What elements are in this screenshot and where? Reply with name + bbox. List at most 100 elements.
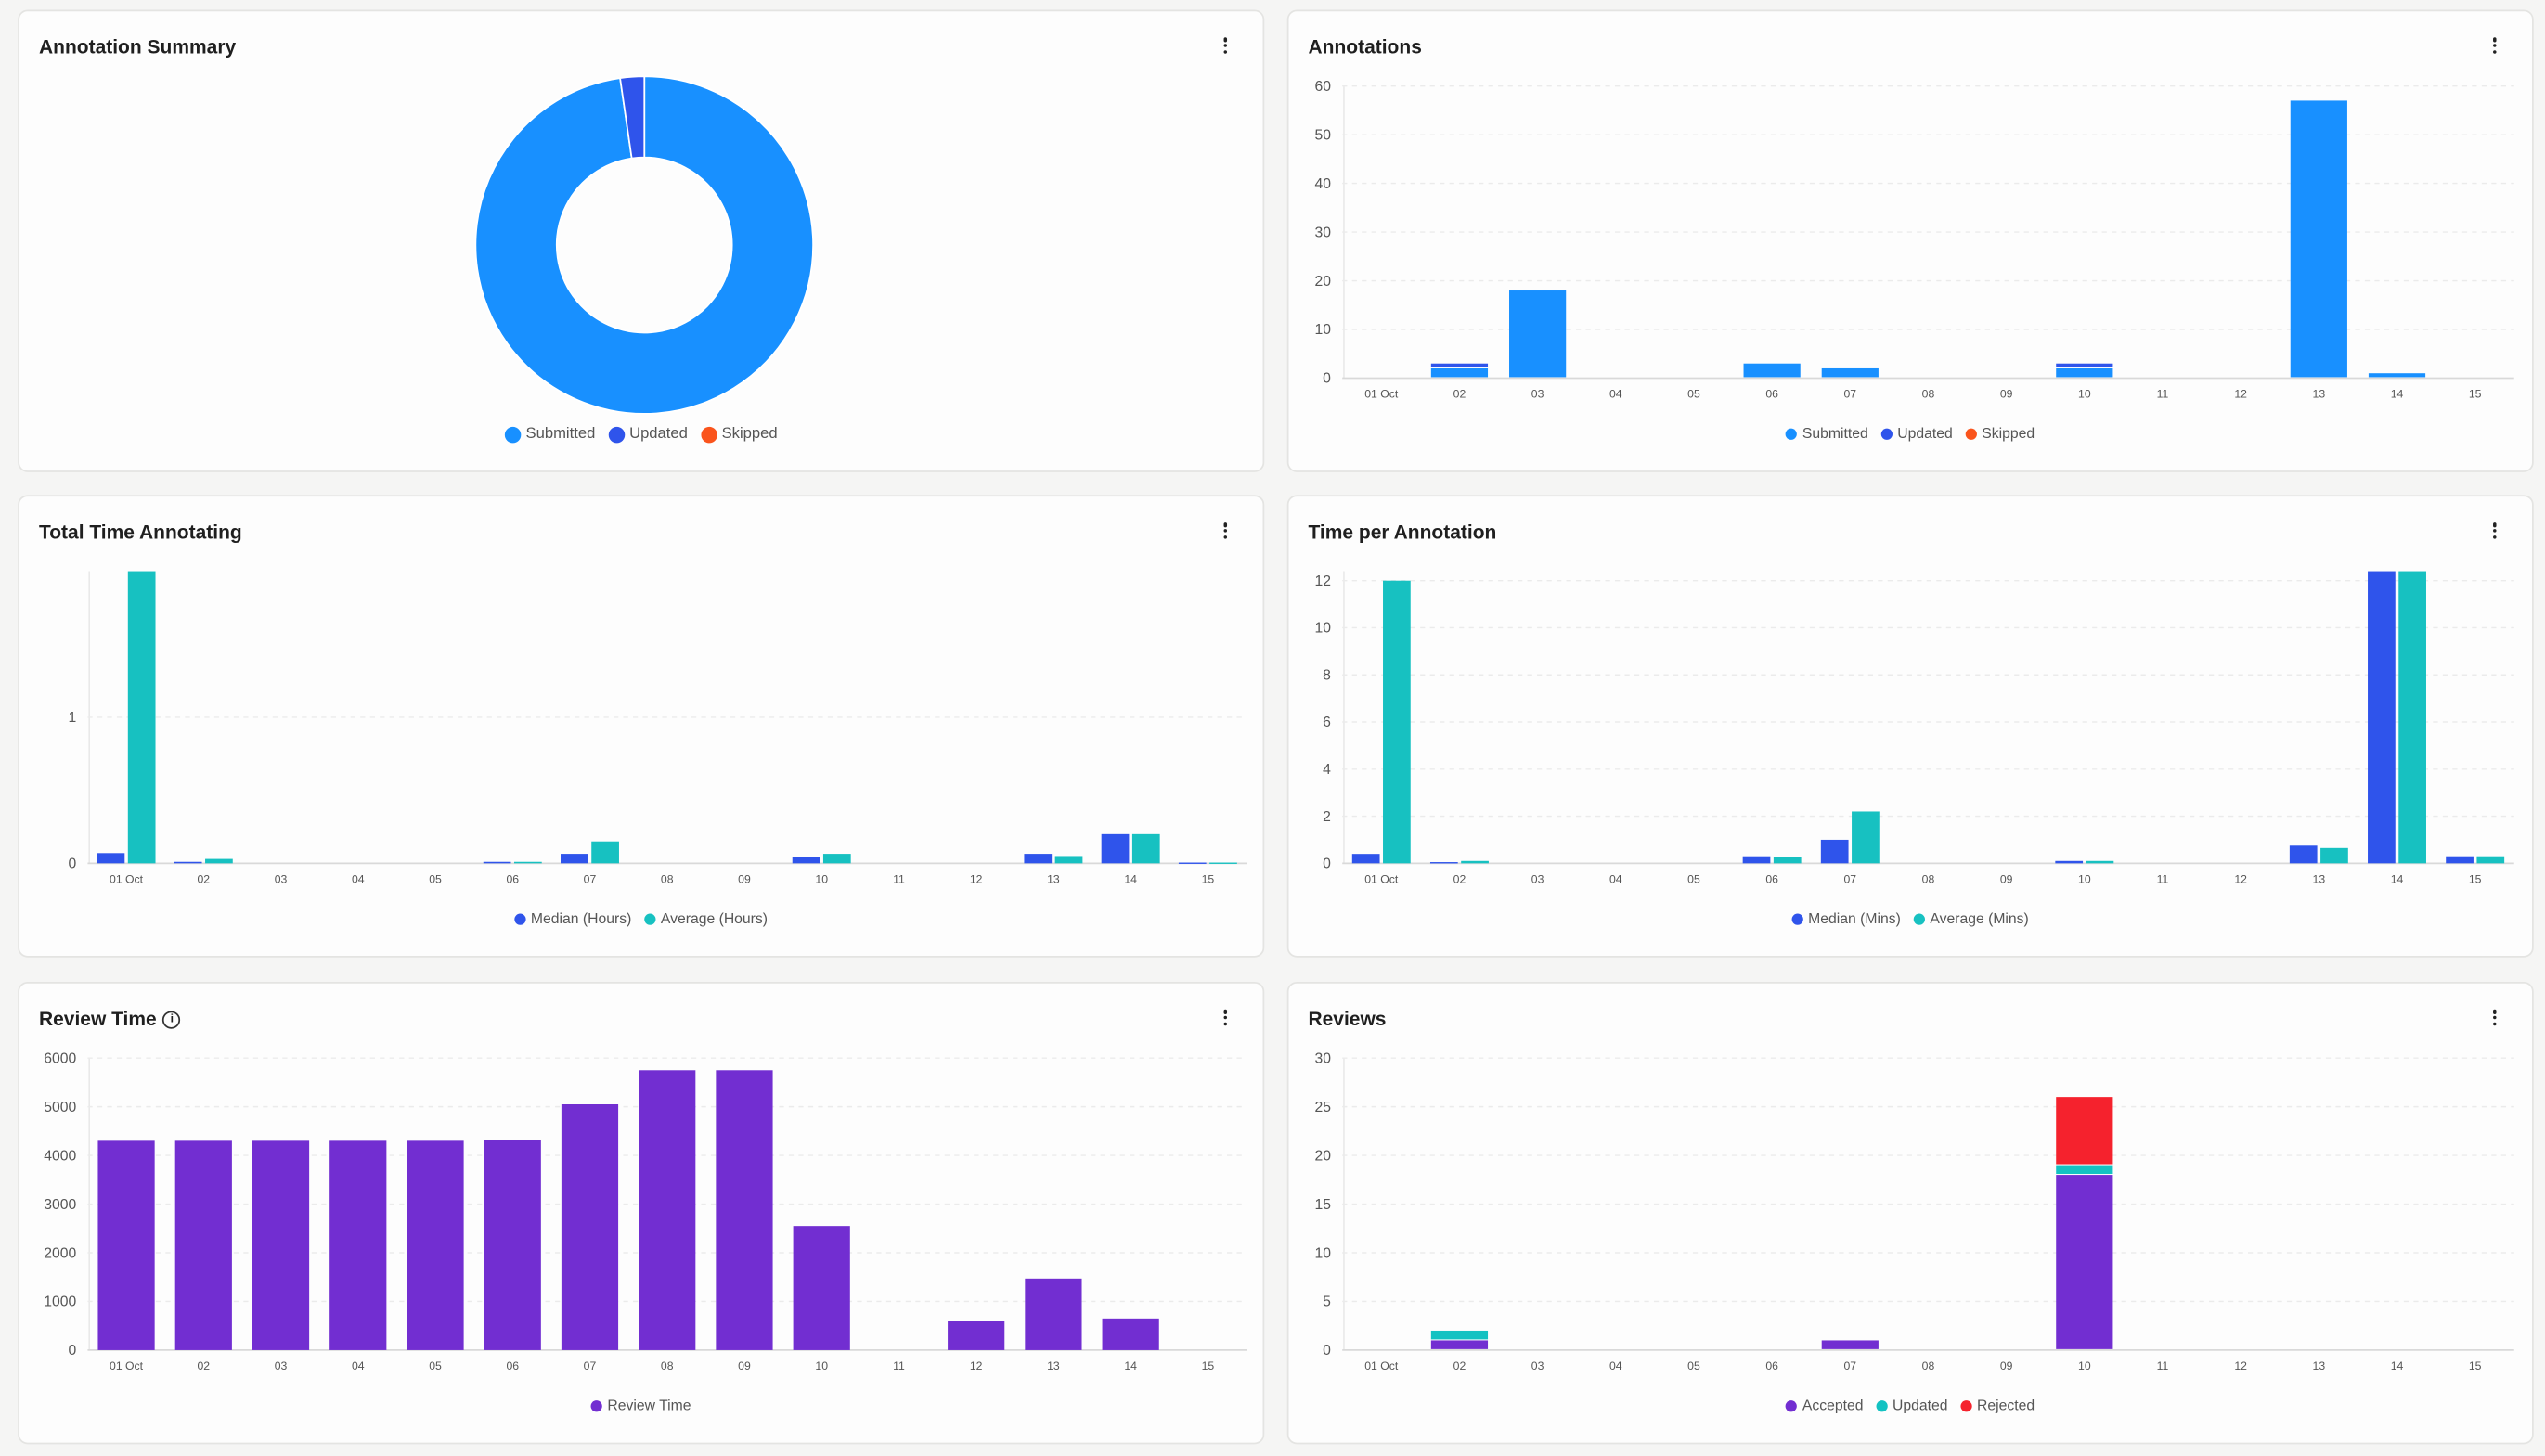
x-tick-label: 01 Oct (110, 872, 144, 885)
bar-median-mins-01-oct[interactable] (1351, 854, 1380, 864)
bar-average-hours-06[interactable] (513, 861, 542, 864)
legend-label: Updated (1892, 1397, 1948, 1414)
bar-median-hours-06[interactable] (483, 861, 511, 864)
bar-review-time-01-oct[interactable] (97, 1140, 155, 1350)
bar-median-mins-02[interactable] (1429, 862, 1458, 864)
legend-item-updated[interactable]: Updated (1876, 1398, 1947, 1413)
legend-item-median-hours[interactable]: Median (Hours) (514, 910, 631, 927)
bar-submitted-07[interactable] (1821, 367, 1879, 378)
bar-average-mins-02[interactable] (1461, 860, 1489, 864)
bar-submitted-06[interactable] (1743, 363, 1801, 378)
bar-average-mins-06[interactable] (1773, 857, 1802, 864)
bar-submitted-02[interactable] (1430, 367, 1489, 378)
donut-slice-submitted[interactable] (474, 75, 814, 415)
bar-median-mins-06[interactable] (1742, 856, 1771, 864)
x-tick-label: 05 (1687, 1359, 1700, 1372)
bar-average-mins-14[interactable] (2398, 571, 2426, 864)
bar-median-hours-14[interactable] (1101, 833, 1130, 864)
legend-item-average-mins[interactable]: Average (Mins) (1913, 910, 2029, 927)
info-icon[interactable]: i (162, 1010, 181, 1028)
bar-median-mins-15[interactable] (2446, 856, 2474, 864)
bar-average-hours-07[interactable] (591, 841, 619, 864)
bar-accepted-10[interactable] (2056, 1175, 2113, 1349)
bar-median-mins-10[interactable] (2055, 860, 2084, 864)
panel-title-text: Time per Annotation (1308, 521, 1497, 544)
bar-average-hours-01-oct[interactable] (127, 571, 156, 864)
bar-review-time-06[interactable] (484, 1140, 541, 1350)
y-tick-label: 0 (68, 857, 76, 872)
legend-item-accepted[interactable]: Accepted (1786, 1398, 1864, 1413)
bar-review-time-14[interactable] (1102, 1318, 1159, 1350)
bar-review-time-08[interactable] (639, 1070, 696, 1350)
y-tick-label: 10 (1314, 1245, 1331, 1261)
bar-median-hours-07[interactable] (561, 854, 588, 864)
legend-dot (1786, 427, 1798, 440)
bar-median-mins-07[interactable] (1820, 839, 1849, 864)
x-tick-label: 06 (1765, 387, 1778, 400)
bar-submitted-03[interactable] (1509, 290, 1567, 378)
bar-median-hours-10[interactable] (792, 857, 820, 864)
bar-submitted-14[interactable] (2368, 373, 2426, 378)
bar-review-time-05[interactable] (407, 1140, 464, 1350)
legend-item-median-mins[interactable]: Median (Mins) (1791, 910, 1901, 927)
more-options-icon[interactable] (2490, 522, 2500, 542)
bar-review-time-13[interactable] (1025, 1278, 1082, 1350)
legend-item-skipped[interactable]: Skipped (700, 425, 778, 443)
legend-item-review-time[interactable]: Review Time (590, 1398, 691, 1413)
legend-item-updated[interactable]: Updated (1880, 425, 1953, 442)
y-tick-label: 1000 (44, 1295, 76, 1310)
bar-updated-10[interactable] (2056, 1165, 2113, 1175)
more-options-icon[interactable] (2490, 37, 2500, 57)
x-tick-label: 08 (661, 1359, 674, 1372)
bar-review-time-09[interactable] (716, 1070, 773, 1350)
legend-item-skipped[interactable]: Skipped (1965, 425, 2035, 442)
bar-average-mins-15[interactable] (2476, 856, 2505, 864)
x-tick-label: 10 (2078, 1359, 2091, 1372)
bar-average-mins-13[interactable] (2320, 847, 2348, 864)
bar-average-mins-07[interactable] (1852, 811, 1880, 864)
bar-updated-02[interactable] (1430, 1330, 1489, 1340)
bar-average-mins-10[interactable] (2086, 860, 2114, 864)
bar-median-hours-02[interactable] (174, 861, 202, 864)
more-options-icon[interactable] (1221, 1009, 1230, 1029)
bar-median-mins-13[interactable] (2289, 845, 2318, 864)
bar-review-time-03[interactable] (252, 1140, 310, 1350)
bar-average-hours-02[interactable] (205, 858, 233, 864)
bar-accepted-07[interactable] (1821, 1340, 1879, 1349)
bar-median-hours-13[interactable] (1024, 854, 1053, 864)
bar-median-hours-15[interactable] (1178, 862, 1207, 864)
bar-updated-02[interactable] (1430, 363, 1489, 367)
bar-average-hours-10[interactable] (822, 854, 851, 864)
x-tick-label: 10 (2078, 872, 2091, 885)
legend-label: Updated (629, 425, 688, 444)
bar-review-time-12[interactable] (948, 1321, 1005, 1350)
more-options-icon[interactable] (2490, 1009, 2500, 1029)
donut-slice-updated[interactable] (619, 75, 646, 160)
bar-review-time-10[interactable] (793, 1226, 850, 1350)
bar-median-hours-01-oct[interactable] (97, 853, 125, 864)
bar-review-time-07[interactable] (561, 1104, 619, 1350)
more-options-icon[interactable] (1221, 522, 1230, 542)
bar-submitted-10[interactable] (2056, 367, 2113, 378)
bar-accepted-02[interactable] (1430, 1340, 1489, 1349)
bar-submitted-13[interactable] (2290, 100, 2347, 378)
bar-average-hours-14[interactable] (1131, 833, 1160, 864)
more-options-icon[interactable] (1221, 37, 1230, 57)
legend-label: Rejected (1976, 1397, 2035, 1414)
bar-average-hours-15[interactable] (1209, 862, 1237, 864)
bar-review-time-04[interactable] (329, 1140, 387, 1350)
legend-dot (1876, 1399, 1888, 1411)
bar-average-hours-13[interactable] (1054, 856, 1083, 864)
legend-item-rejected[interactable]: Rejected (1960, 1398, 2035, 1413)
legend-item-updated[interactable]: Updated (608, 425, 688, 443)
bar-median-mins-14[interactable] (2368, 571, 2396, 864)
legend-item-submitted[interactable]: Submitted (504, 425, 595, 443)
bar-review-time-02[interactable] (174, 1140, 232, 1350)
bar-rejected-10[interactable] (2056, 1097, 2113, 1165)
x-tick-label: 03 (275, 872, 288, 885)
bar-average-mins-01-oct[interactable] (1383, 580, 1411, 864)
legend-item-submitted[interactable]: Submitted (1786, 425, 1868, 442)
legend-item-average-hours[interactable]: Average (Hours) (644, 910, 768, 927)
panel-title-text: Annotations (1308, 35, 1422, 58)
bar-updated-10[interactable] (2056, 363, 2113, 367)
